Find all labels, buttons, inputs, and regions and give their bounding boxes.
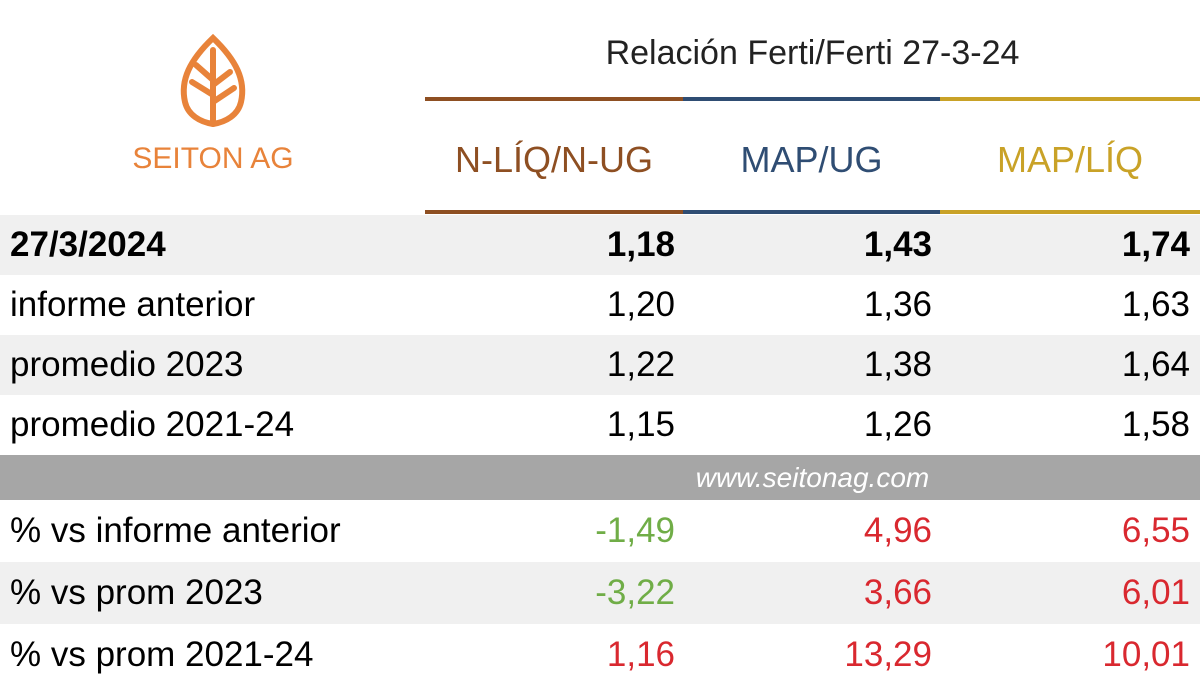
column-header: MAP/UG — [740, 139, 883, 180]
rule — [425, 97, 683, 101]
cell: -3,22 — [595, 573, 675, 612]
logo: SEITON AG — [132, 33, 294, 175]
table-row: informe anterior 1,20 1,36 1,63 — [0, 275, 1200, 335]
site: www.seitonag.com — [695, 462, 930, 493]
cell: 1,18 — [606, 225, 675, 264]
row-label: promedio 2021-24 — [10, 405, 295, 444]
cell: 1,58 — [1121, 405, 1190, 444]
rule — [940, 97, 1200, 101]
cell: 1,15 — [606, 405, 675, 444]
cell: 1,20 — [606, 285, 675, 324]
cell: 1,38 — [863, 345, 932, 384]
row-label: 27/3/2024 — [10, 225, 166, 264]
row-label: % vs prom 2023 — [10, 573, 263, 612]
row-label: % vs informe anterior — [10, 511, 341, 550]
table-row: % vs informe anterior -1,49 4,96 6,55 — [0, 500, 1200, 562]
cell: 6,55 — [1121, 511, 1190, 550]
cell: 10,01 — [1102, 635, 1190, 674]
logo-leaf — [180, 33, 246, 128]
table-row: 27/3/2024 1,18 1,43 1,74 — [0, 215, 1200, 275]
cell: 3,66 — [863, 573, 932, 612]
site-band: www.seitonag.com — [0, 455, 1200, 500]
table-row: % vs prom 2021-24 1,16 13,29 10,01 — [0, 624, 1200, 686]
cell: 1,26 — [863, 405, 932, 444]
row-label: informe anterior — [10, 285, 256, 324]
row-label: promedio 2023 — [10, 345, 244, 384]
title: Relación Ferti/Ferti 27-3-24 — [605, 34, 1020, 72]
rule — [683, 97, 940, 101]
column-header: N-LÍQ/N-UG — [455, 139, 653, 180]
rule — [683, 210, 940, 214]
rule — [940, 210, 1200, 214]
column-header: MAP/LÍQ — [996, 139, 1144, 180]
cell: 1,64 — [1121, 345, 1190, 384]
cell: 1,22 — [606, 345, 675, 384]
rule — [425, 210, 683, 214]
logo-text: SEITON AG — [132, 142, 293, 175]
table-row: promedio 2021-24 1,15 1,26 1,58 — [0, 395, 1200, 455]
cell: 1,74 — [1121, 225, 1190, 264]
cell: 1,36 — [863, 285, 932, 324]
row-label: % vs prom 2021-24 — [10, 635, 314, 674]
cell: 1,63 — [1121, 285, 1190, 324]
cell: -1,49 — [595, 511, 675, 550]
cell: 1,16 — [606, 635, 675, 674]
cell: 4,96 — [863, 511, 932, 550]
cell: 6,01 — [1121, 573, 1190, 612]
cell: 1,43 — [863, 225, 932, 264]
table-row: promedio 2023 1,22 1,38 1,64 — [0, 335, 1200, 395]
table-row: % vs prom 2023 -3,22 3,66 6,01 — [0, 562, 1200, 624]
cell: 13,29 — [844, 635, 932, 674]
